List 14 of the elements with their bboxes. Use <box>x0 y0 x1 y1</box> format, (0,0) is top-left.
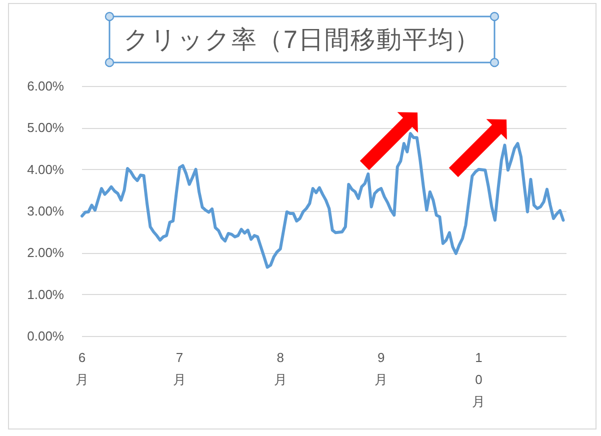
y-tick-label: 5.00% <box>27 120 64 136</box>
x-tick-label: 9月 <box>374 350 388 386</box>
line-series <box>80 132 565 269</box>
y-tick-label: 0.00% <box>27 328 64 344</box>
y-tick-label: 2.00% <box>27 245 64 260</box>
chart-title: クリック率（7日間移動平均） <box>124 26 480 54</box>
x-tick-label: 7月 <box>173 350 186 386</box>
x-tick-label: 6月 <box>76 350 88 386</box>
y-tick-label: 1.00% <box>27 286 64 302</box>
x-tick-label: 8月 <box>274 350 287 386</box>
y-tick-label: 4.00% <box>27 162 64 177</box>
y-tick-label: 3.00% <box>27 204 64 218</box>
x-tick-label: 10月 <box>472 350 486 408</box>
y-tick-label: 6.00% <box>27 78 64 94</box>
